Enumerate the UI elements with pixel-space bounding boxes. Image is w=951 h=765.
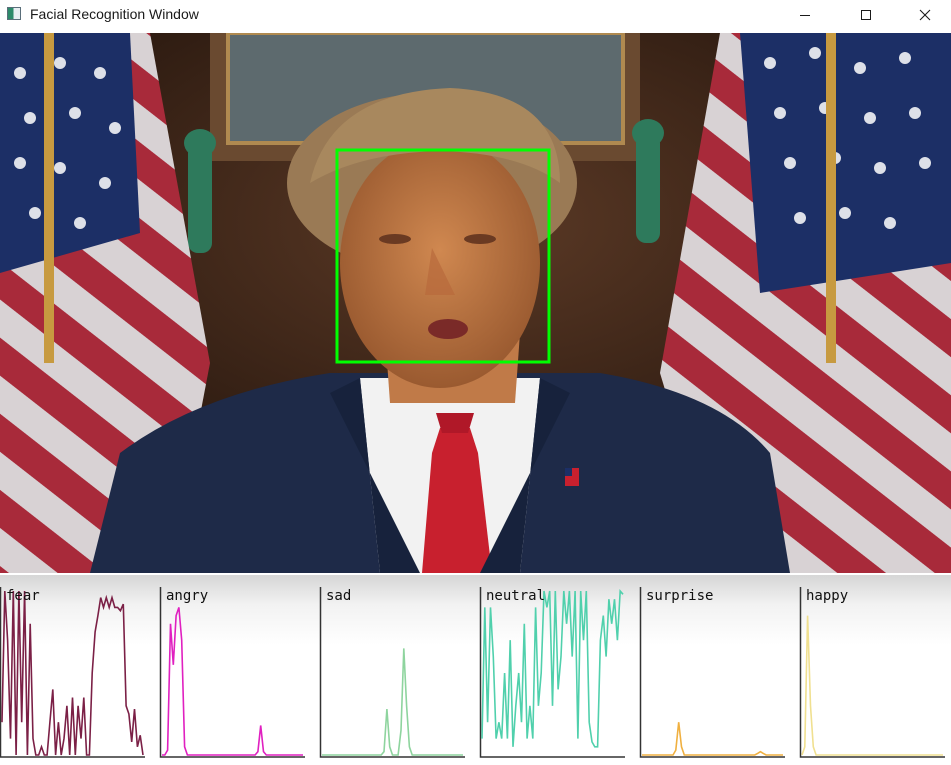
graph-axes <box>0 587 145 758</box>
series-line-fear <box>1 590 144 756</box>
series-line-angry <box>162 607 303 756</box>
face-bounding-box <box>335 148 551 364</box>
graph-label-sad: sad <box>326 588 351 604</box>
minimize-button[interactable] <box>782 0 828 30</box>
graph-axes <box>479 587 625 758</box>
maximize-icon <box>861 10 871 20</box>
series-line-happy <box>801 615 943 756</box>
graph-axes <box>159 587 305 758</box>
graph-sad: sad <box>319 587 465 758</box>
minimize-icon <box>800 15 810 16</box>
series-line-sad <box>322 648 463 756</box>
emotion-graphs-panel: fear angry sad neutral surprise happy <box>0 575 951 760</box>
window-title: Facial Recognition Window <box>30 6 199 22</box>
series-line-neutral <box>481 588 624 748</box>
graph-surprise: surprise <box>639 587 785 758</box>
video-viewport <box>0 33 951 573</box>
graph-label-happy: happy <box>806 588 848 604</box>
maximize-button[interactable] <box>843 0 889 30</box>
graph-axes <box>639 587 785 758</box>
graph-label-fear: fear <box>6 588 40 604</box>
graph-axes <box>799 587 945 758</box>
emotion-graphs: fear angry sad neutral surprise happy <box>0 587 945 758</box>
graph-label-surprise: surprise <box>646 588 713 604</box>
graph-neutral: neutral <box>479 587 625 758</box>
video-frame <box>0 33 951 573</box>
graph-axes <box>319 587 465 758</box>
close-icon <box>919 9 931 21</box>
graph-fear: fear <box>0 587 145 758</box>
graph-happy: happy <box>799 587 945 758</box>
app-icon[interactable] <box>7 7 21 20</box>
graph-angry: angry <box>159 587 305 758</box>
close-button[interactable] <box>902 0 948 30</box>
graph-label-neutral: neutral <box>486 588 545 604</box>
series-line-surprise <box>642 722 783 756</box>
graph-label-angry: angry <box>166 588 208 604</box>
title-bar: Facial Recognition Window <box>0 0 951 30</box>
